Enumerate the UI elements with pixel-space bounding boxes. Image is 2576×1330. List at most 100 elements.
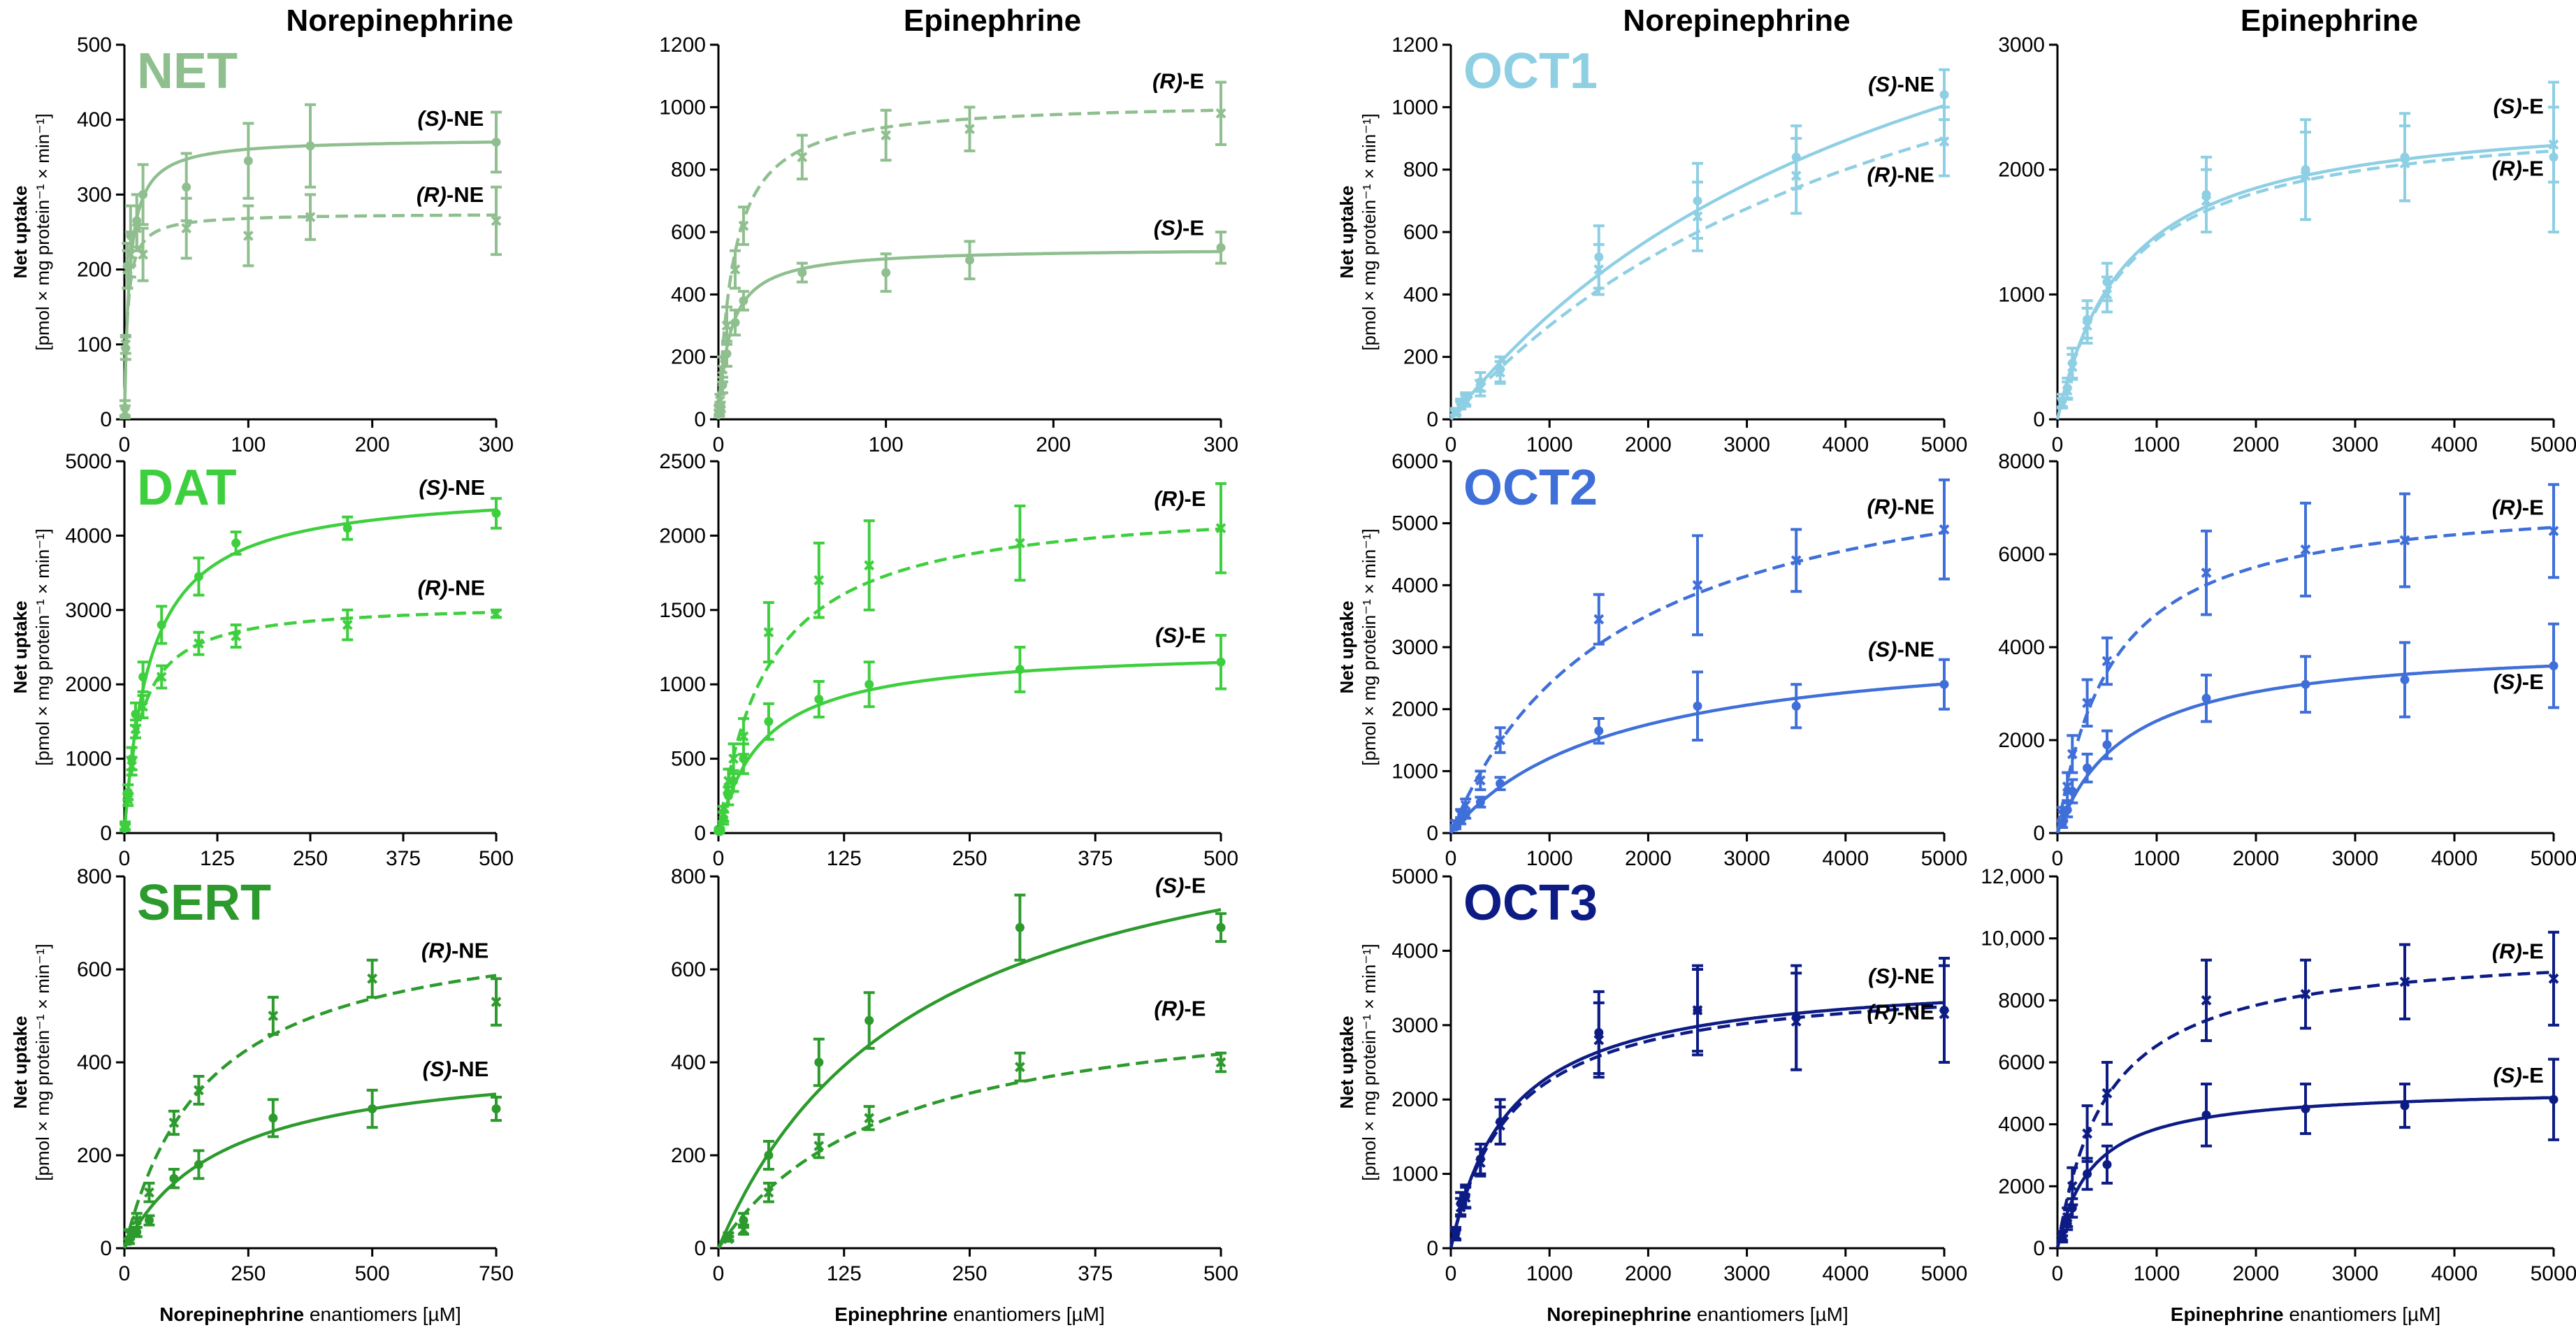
marker-dot xyxy=(739,296,748,305)
x-tick-label: 200 xyxy=(355,433,390,456)
marker-dot xyxy=(2062,1219,2072,1229)
data-point xyxy=(1593,243,1605,296)
x-tick-label: 4000 xyxy=(1822,1262,1869,1285)
marker-dot xyxy=(2301,679,2310,689)
data-point xyxy=(1460,393,1472,408)
data-point xyxy=(305,103,316,189)
marker-x xyxy=(2548,139,2559,150)
x-axis-title-units: enantiomers [µM] xyxy=(1691,1303,1848,1325)
marker-x xyxy=(2548,526,2559,537)
curve-label-enantiomer: (R) xyxy=(2492,939,2522,963)
y-axis-title-units: [pmol × mg protein⁻¹ × min⁻¹] xyxy=(1359,944,1380,1181)
data-point xyxy=(143,1181,155,1203)
marker-x xyxy=(138,249,149,260)
marker-x xyxy=(1593,264,1605,275)
x-tick-label: 0 xyxy=(2052,1262,2064,1285)
y-tick-label: 2500 xyxy=(659,450,706,473)
x-tick-label: 0 xyxy=(713,847,725,870)
data-point xyxy=(180,196,192,260)
marker-x xyxy=(1475,382,1486,393)
data-point xyxy=(120,333,131,355)
y-tick-label: 200 xyxy=(77,1144,112,1167)
marker-dot xyxy=(814,694,824,704)
data-point xyxy=(1450,1228,1462,1242)
data-point xyxy=(728,769,739,793)
curve-label-enantiomer: (S) xyxy=(419,475,447,500)
y-axis-title-units: [pmol × mg protein⁻¹ × min⁻¹] xyxy=(32,944,53,1181)
y-tick-label: 6000 xyxy=(1998,543,2045,566)
y-axis-title-units: [pmol × mg protein⁻¹ × min⁻¹] xyxy=(32,113,53,351)
curve-label-enantiomer: (S) xyxy=(423,1057,451,1081)
x-tick-label: 500 xyxy=(1203,1262,1238,1285)
y-tick-label: 12,000 xyxy=(1981,865,2045,888)
marker-x xyxy=(1692,211,1703,222)
data-point xyxy=(122,792,134,807)
data-point xyxy=(1494,1105,1506,1146)
marker-x xyxy=(231,630,242,642)
data-point xyxy=(762,601,774,664)
x-tick-label: 3000 xyxy=(2332,1262,2379,1285)
marker-x xyxy=(1692,1005,1703,1015)
data-point xyxy=(1460,1185,1472,1210)
y-tick-label: 500 xyxy=(77,34,112,57)
curve-label-compound: -E xyxy=(2522,94,2544,118)
panel-label-oct1: OCT1 xyxy=(1463,43,1598,99)
data-point xyxy=(2300,501,2311,598)
data-point xyxy=(723,786,735,807)
x-tick-label: 250 xyxy=(231,1262,266,1285)
marker-dot xyxy=(243,156,253,166)
y-tick-label: 200 xyxy=(671,346,706,369)
y-tick-label: 600 xyxy=(671,958,706,981)
x-tick-label: 375 xyxy=(386,847,421,870)
marker-dot xyxy=(2062,805,2072,815)
fit-curve-r-ne xyxy=(122,974,497,1249)
marker-x xyxy=(2201,995,2212,1006)
data-point xyxy=(1475,379,1486,398)
marker-x xyxy=(2399,976,2410,988)
marker-x xyxy=(2399,535,2410,546)
y-axis-title-units: [pmol × mg protein⁻¹ × min⁻¹] xyxy=(1359,528,1380,766)
marker-dot xyxy=(764,1150,774,1160)
marker-dot xyxy=(764,716,774,726)
data-point xyxy=(1215,633,1227,691)
data-point xyxy=(243,122,254,200)
data-point xyxy=(2081,752,2093,783)
fit-curve-r-ne xyxy=(122,610,496,834)
curve-label: (R)-NE xyxy=(418,576,485,600)
marker-x xyxy=(138,701,149,712)
marker-x xyxy=(723,1234,734,1245)
y-tick-label: 0 xyxy=(694,408,706,431)
data-point xyxy=(156,664,168,690)
panel-oct2-norepinephrine: 0 1000 2000 3000 4000 5000 6000 0 1000 2000 3000 40… xyxy=(1336,450,1967,870)
y-tick-label: 0 xyxy=(100,822,112,845)
x-tick-label: 375 xyxy=(1078,847,1113,870)
data-point xyxy=(863,991,875,1050)
data-point xyxy=(1014,504,1026,582)
data-point xyxy=(137,694,149,720)
curve-label-enantiomer: (S) xyxy=(1868,637,1897,661)
marker-dot xyxy=(1015,665,1025,674)
marker-x xyxy=(342,619,353,630)
marker-dot xyxy=(814,1057,824,1067)
curve-label-compound: -E xyxy=(1182,69,1204,94)
marker-dot xyxy=(132,1227,142,1237)
marker-x xyxy=(2067,361,2078,373)
marker-x xyxy=(2548,973,2559,984)
y-axis-title: Net uptake [pmol × mg protein⁻¹ × min⁻¹] xyxy=(1336,944,1380,1181)
data-point xyxy=(880,108,892,162)
y-tick-label: 4000 xyxy=(1391,574,1438,597)
x-tick-label: 250 xyxy=(952,847,987,870)
marker-x xyxy=(1692,579,1703,591)
marker-x xyxy=(305,212,316,222)
data-point xyxy=(2081,1157,2093,1191)
marker-x xyxy=(1460,1192,1471,1203)
curve-label: (R)-E xyxy=(2492,939,2544,963)
marker-dot xyxy=(2549,661,2559,671)
panel-oct3-norepinephrine: 0 1000 2000 3000 4000 5000 0 1000 2000 3000 4000 50… xyxy=(1336,865,1967,1325)
marker-dot xyxy=(1461,809,1470,819)
fit-curve-r-ne xyxy=(1449,1005,1945,1249)
